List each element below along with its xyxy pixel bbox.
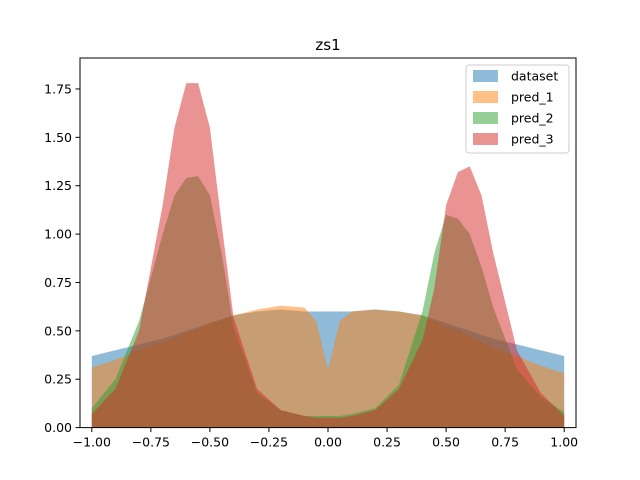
x-tick-label: 0.75 (491, 435, 519, 450)
legend-label-pred_2: pred_2 (511, 111, 554, 126)
y-tick-label: 0.75 (44, 275, 72, 290)
x-tick-label: 0.25 (373, 435, 401, 450)
y-tick-label: 1.75 (44, 81, 72, 96)
x-tick-label: −0.75 (132, 435, 170, 450)
y-tick-label: 0.25 (44, 372, 72, 387)
legend-swatch-dataset (473, 70, 498, 82)
legend-swatch-pred_1 (473, 91, 498, 103)
y-tick-label: 1.25 (44, 178, 72, 193)
legend: dataset pred_1 pred_2 pred_3 (465, 64, 570, 154)
y-tick-label: 1.00 (44, 227, 72, 242)
series-layer (91, 83, 565, 428)
series-area-pred_3 (91, 83, 565, 428)
x-tick-label: −0.50 (191, 435, 229, 450)
y-tick-label: 1.50 (44, 130, 72, 145)
y-tick-label: 0.00 (44, 420, 72, 435)
y-axis: 0.00 0.25 0.50 0.75 1.00 1.25 1.50 1.75 (44, 81, 80, 435)
legend-label-pred_1: pred_1 (511, 90, 554, 105)
legend-swatch-pred_3 (473, 133, 498, 145)
legend-label-dataset: dataset (511, 69, 558, 84)
legend-label-pred_3: pred_3 (511, 132, 554, 147)
legend-box (465, 64, 570, 154)
chart-title: zs1 (315, 36, 340, 54)
legend-swatch-pred_2 (473, 112, 498, 124)
x-tick-label: 1.00 (550, 435, 578, 450)
x-tick-label: −0.25 (250, 435, 288, 450)
x-tick-label: −1.00 (73, 435, 111, 450)
y-tick-label: 0.50 (44, 323, 72, 338)
x-tick-label: 0.50 (432, 435, 460, 450)
x-tick-label: 0.00 (314, 435, 342, 450)
x-axis: −1.00 −0.75 −0.50 −0.25 0.00 0.25 0.50 0.75 1.00 (73, 427, 578, 450)
